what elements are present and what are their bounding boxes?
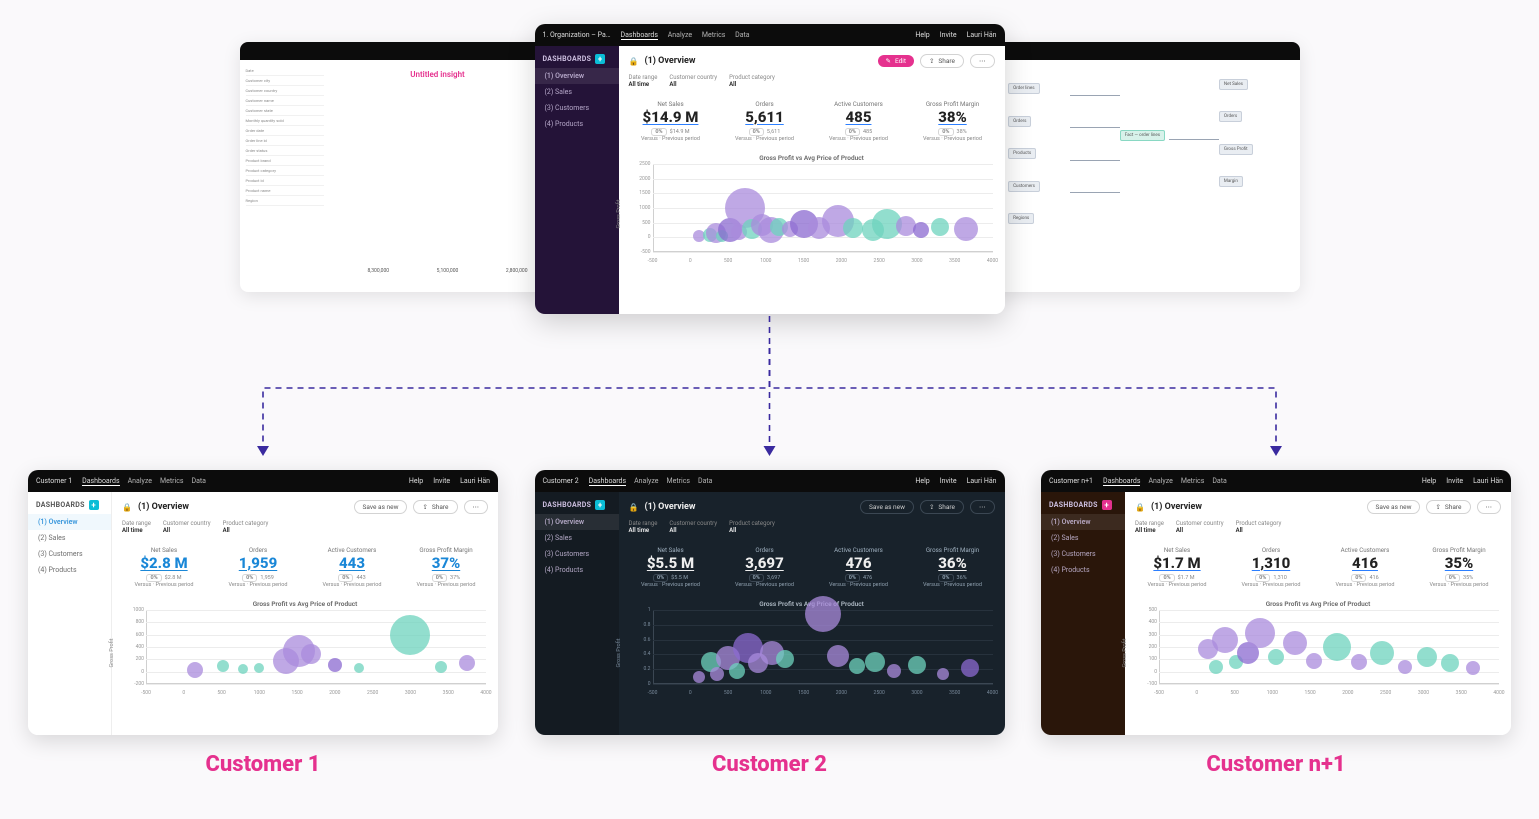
- sidebar-item-customers[interactable]: (3) Customers: [535, 100, 619, 116]
- customer2-dashboard: Customer 2 DashboardsAnalyzeMetricsData …: [535, 470, 1005, 735]
- kpi-row: Net Sales$14.9 M0%$14.9 MVersus · Previo…: [629, 94, 995, 148]
- user-menu[interactable]: Lauri Hän: [967, 31, 997, 39]
- sidebar-item-overview[interactable]: (1) Overview: [535, 68, 619, 84]
- nav-dashboards[interactable]: Dashboards: [621, 31, 658, 40]
- add-dashboard-icon[interactable]: +: [89, 500, 99, 510]
- workspace-name: Customer 1: [36, 477, 72, 485]
- insight-editor-card: DateCustomer cityCustomer countryCustome…: [240, 42, 550, 292]
- more-button[interactable]: ⋯: [464, 500, 489, 514]
- more-button[interactable]: ⋯: [970, 54, 995, 68]
- kpi-net-sales: Net Sales$14.9 M0%$14.9 MVersus · Previo…: [629, 94, 713, 148]
- edit-button[interactable]: ✎ Edit: [878, 55, 914, 67]
- org-dashboard: 1. Organization – Pa… Dashboards Analyze…: [535, 24, 1005, 314]
- customer1-dashboard: Customer 1 DashboardsAnalyzeMetricsData …: [28, 470, 498, 735]
- caption-customerN: Customer n+1: [1041, 752, 1511, 777]
- add-dashboard-icon[interactable]: +: [595, 54, 605, 64]
- customerN-dashboard: Customer n+1 DashboardsAnalyzeMetricsDat…: [1041, 470, 1511, 735]
- caption-customer2: Customer 2: [535, 752, 1005, 777]
- save-as-new-button[interactable]: Save as new: [354, 500, 408, 514]
- sidebar-item-products[interactable]: (4) Products: [535, 116, 619, 132]
- sidebar-header: DASHBOARDS: [543, 55, 592, 63]
- invite-link[interactable]: Invite: [940, 31, 957, 39]
- mini-bar-chart: 8,300,000 5,100,000 2,800,000: [360, 136, 536, 276]
- topbar: 1. Organization – Pa… Dashboards Analyze…: [535, 24, 1005, 46]
- sidebar-item-sales[interactable]: (2) Sales: [535, 84, 619, 100]
- flow-card: Order lines Orders Products Customers Re…: [990, 42, 1300, 292]
- help-link[interactable]: Help: [915, 31, 929, 39]
- mini-field-panel: DateCustomer cityCustomer countryCustome…: [240, 60, 330, 292]
- mini-topbar: [240, 42, 550, 60]
- caption-customer1: Customer 1: [28, 752, 498, 777]
- insight-title: Untitled insight: [334, 70, 542, 79]
- sidebar: DASHBOARDS+ (1) Overview (2) Sales (3) C…: [535, 46, 619, 314]
- sidebar: DASHBOARDS+ (1) Overview (2) Sales (3) C…: [28, 492, 112, 735]
- nav-analyze[interactable]: Analyze: [668, 31, 692, 39]
- kpi-active-customers: Active Customers4850%485Versus · Previou…: [817, 94, 901, 148]
- kpi-margin: Gross Profit Margin38%0%38%Versus · Prev…: [911, 94, 995, 148]
- kpi-orders: Orders5,6110%5,611Versus · Previous peri…: [723, 94, 807, 148]
- share-button[interactable]: ⇪ Share: [920, 54, 964, 68]
- workspace-name: 1. Organization – Pa…: [543, 31, 611, 39]
- nav-data[interactable]: Data: [735, 31, 750, 39]
- page-title: (1) Overview: [644, 56, 695, 66]
- nav-metrics[interactable]: Metrics: [702, 31, 725, 39]
- filter-date[interactable]: All time: [629, 81, 658, 88]
- filter-category[interactable]: All: [729, 81, 775, 88]
- top-nav: Dashboards Analyze Metrics Data: [621, 31, 758, 39]
- scatter-title: Gross Profit vs Avg Price of Product: [629, 152, 995, 164]
- scatter-chart: Gross Profit -50005001000150020002500-50…: [629, 164, 995, 264]
- filter-country[interactable]: All: [669, 81, 717, 88]
- share-button[interactable]: ⇪ Share: [413, 500, 457, 514]
- top-row: DateCustomer cityCustomer countryCustome…: [240, 24, 1300, 314]
- lock-icon: 🔒: [629, 57, 639, 66]
- filter-bar: Date rangeAll time Customer countryAll P…: [629, 72, 995, 92]
